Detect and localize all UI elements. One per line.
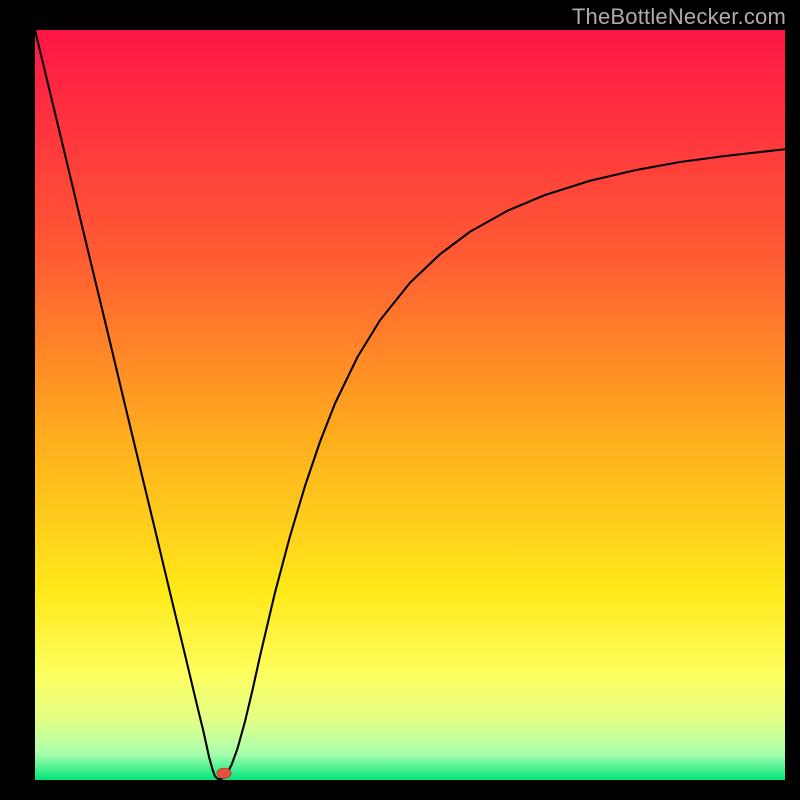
optimum-marker [217,768,231,778]
gradient-background [35,30,785,780]
chart-frame: TheBottleNecker.com [0,0,800,800]
plot-svg [35,30,785,780]
plot-area [35,30,785,780]
watermark-text: TheBottleNecker.com [572,4,786,30]
